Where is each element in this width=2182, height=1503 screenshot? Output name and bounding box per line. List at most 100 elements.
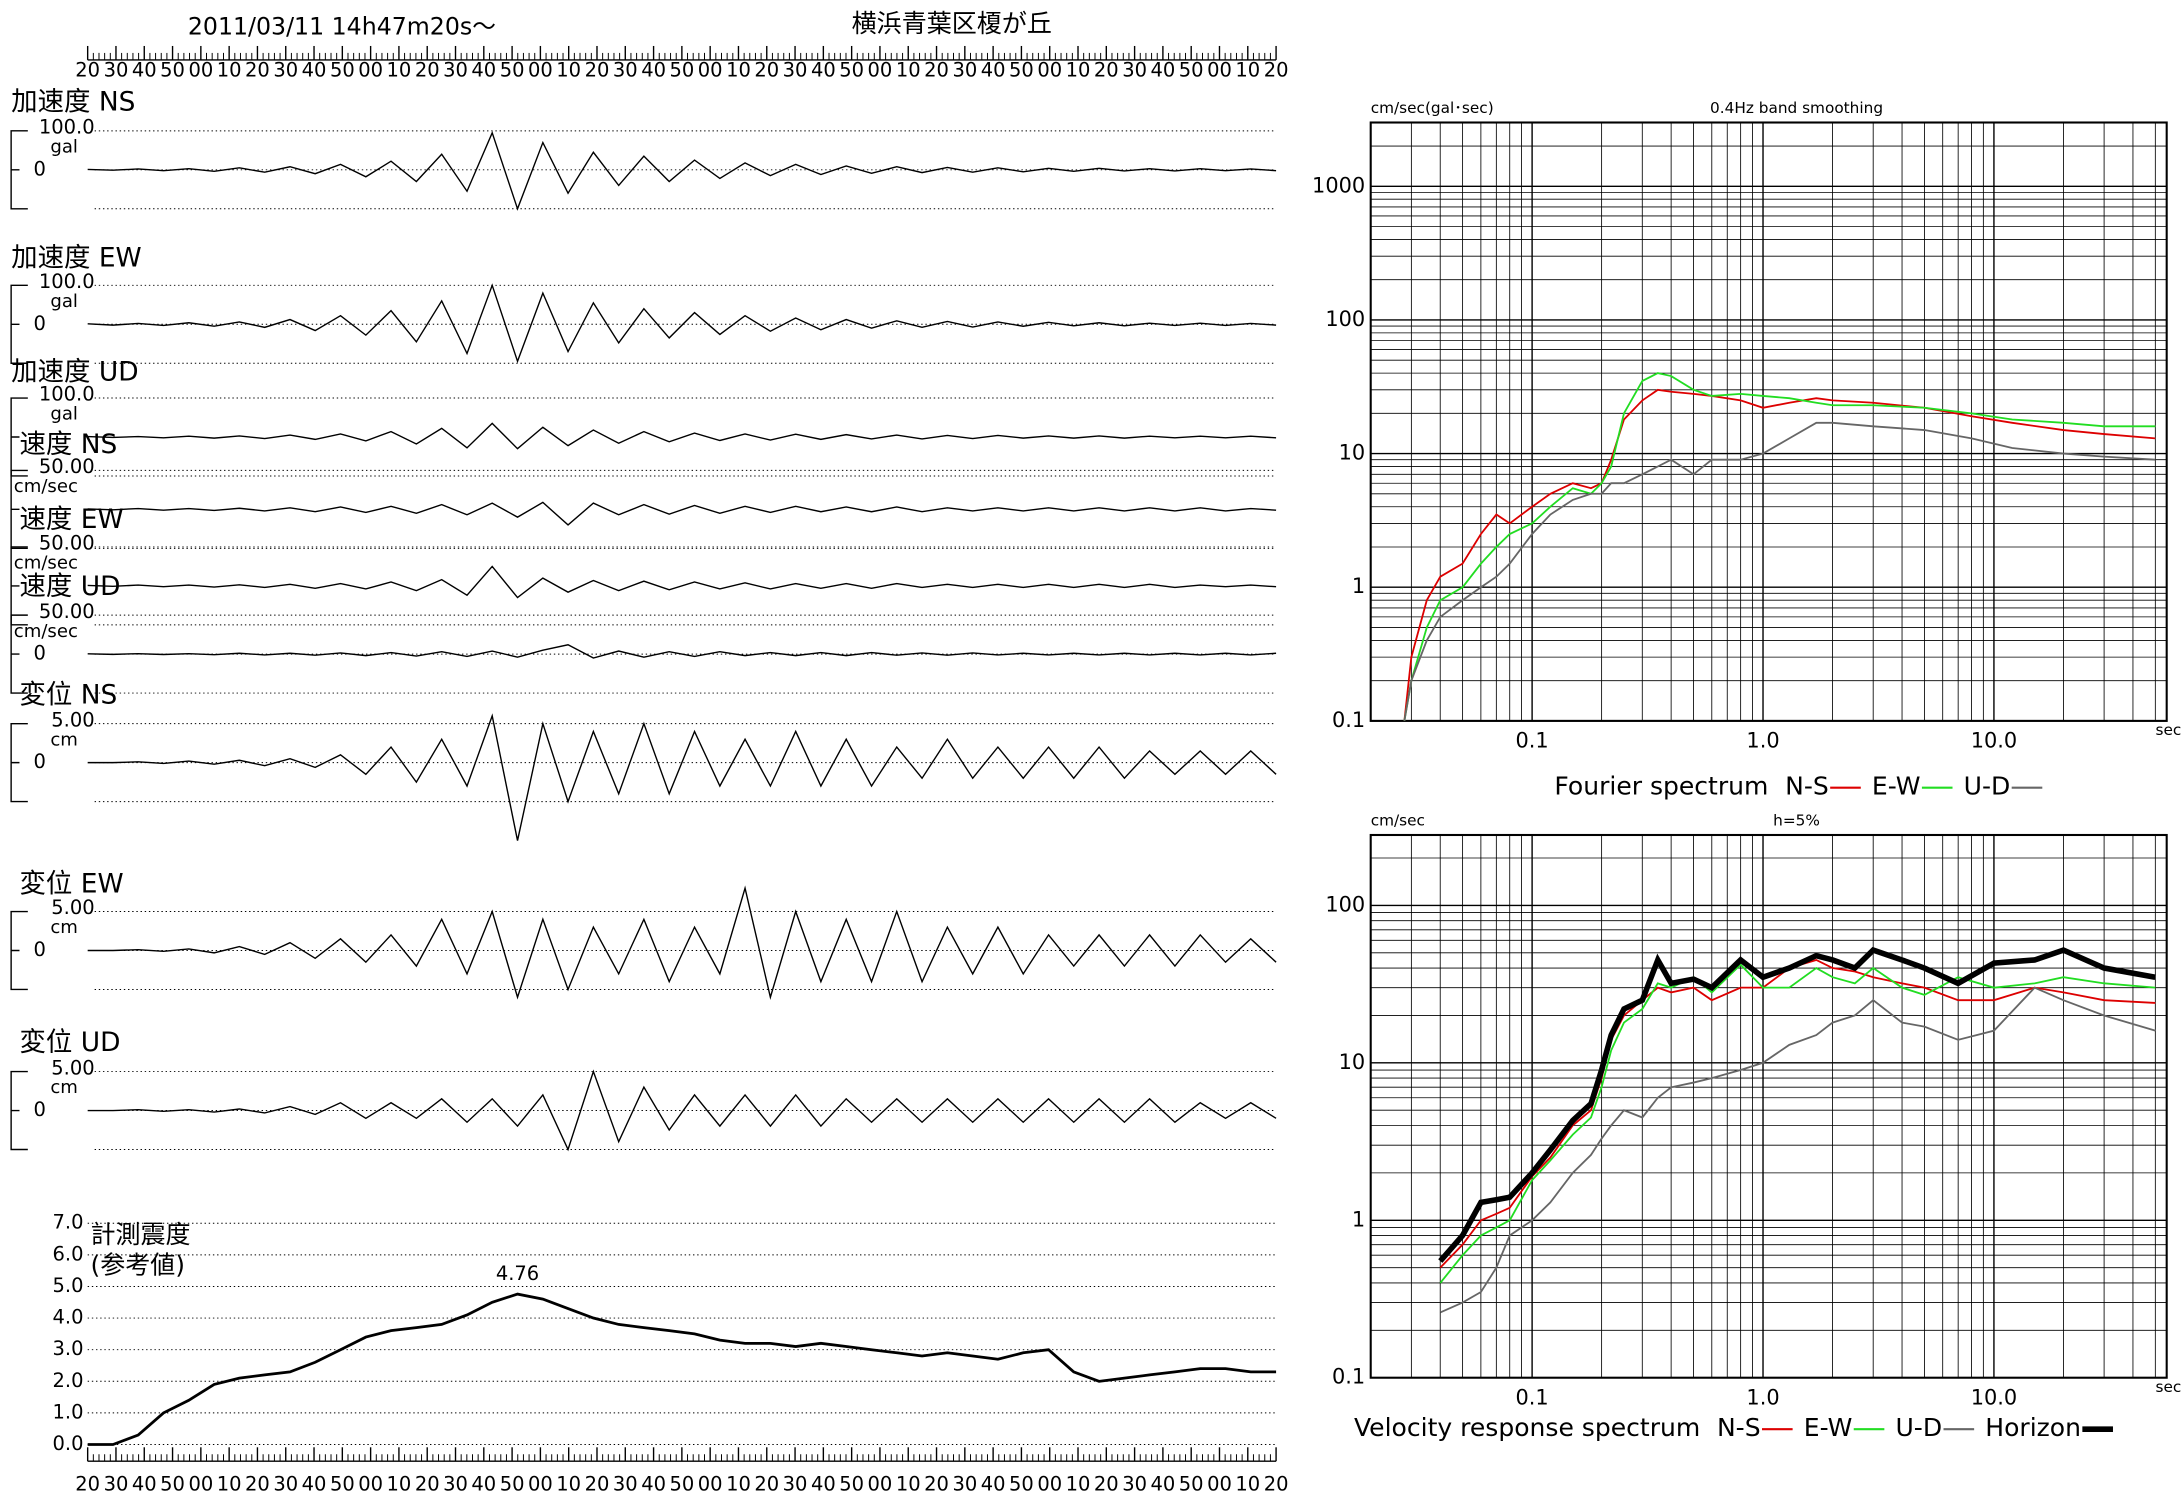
trace-bracket <box>10 469 28 550</box>
y-tick-label: 6.0 <box>53 1242 84 1265</box>
time-tick-label: 50 <box>669 59 694 82</box>
time-tick-label: 10 <box>1235 59 1260 82</box>
trace-unit: cm/sec <box>14 476 78 497</box>
time-tick-label: 10 <box>1066 59 1091 82</box>
trace-label: 加速度 EW <box>11 242 142 273</box>
waveform <box>87 422 1277 450</box>
time-tick-label: 00 <box>868 1472 893 1495</box>
time-tick-label: 50 <box>160 1472 185 1495</box>
time-tick-label: 10 <box>387 59 412 82</box>
trace-label: 変位 EW <box>19 869 123 900</box>
trace-label: 変位 NS <box>19 679 117 710</box>
y-tick-label: 0.0 <box>53 1432 84 1455</box>
time-tick-label: 00 <box>528 1472 553 1495</box>
time-tick-label: 40 <box>471 1472 496 1495</box>
y-axis-label: cm/sec(gal･sec) <box>1371 99 1494 117</box>
x-tick-label: 10.0 <box>1971 729 2017 753</box>
legend-label: N-S <box>1785 772 1829 801</box>
time-tick-label: 50 <box>500 1472 525 1495</box>
legend-label: U-D <box>1964 772 2011 801</box>
time-tick-label: 30 <box>1122 59 1147 82</box>
time-tick-label: 50 <box>669 1472 694 1495</box>
time-tick-label: 50 <box>839 1472 864 1495</box>
legend-label: E-W <box>1804 1413 1853 1442</box>
time-tick-label: 40 <box>302 59 327 82</box>
y-tick-label: 100 <box>1325 307 1365 331</box>
trace-unit: cm/sec <box>14 553 78 574</box>
time-tick-label: 10 <box>1235 1472 1260 1495</box>
time-tick-label: 00 <box>698 59 723 82</box>
waveform <box>87 1069 1277 1152</box>
y-tick-label: 7.0 <box>53 1211 84 1234</box>
y-tick-label: 0.1 <box>1332 1365 1365 1389</box>
time-tick-label: 40 <box>981 59 1006 82</box>
time-tick-label: 00 <box>188 1472 213 1495</box>
spectrum-line <box>1439 986 2156 1314</box>
y-axis-label: cm/sec <box>1371 812 1425 830</box>
time-tick-label: 10 <box>217 1472 242 1495</box>
y-tick-label: 100 <box>1325 892 1365 916</box>
trace-scale: 5.00 <box>51 1056 94 1079</box>
trace-zero: 0 <box>34 642 46 665</box>
trace-bracket <box>10 546 28 626</box>
trace-bracket <box>10 130 28 210</box>
time-tick-label: 00 <box>868 59 893 82</box>
plot-frame <box>1369 833 2168 1379</box>
time-tick-label: 50 <box>1179 59 1204 82</box>
trace-scale: 100.0 <box>39 270 95 293</box>
trace-unit: cm/sec <box>14 621 78 642</box>
waveform <box>87 501 1277 526</box>
waveform <box>87 885 1277 1000</box>
trace-bracket <box>10 284 28 364</box>
trace-unit: cm <box>50 729 78 750</box>
intensity-line <box>87 1292 1277 1446</box>
trace-label: 加速度 UD <box>11 356 138 387</box>
time-tick-label: 10 <box>387 1472 412 1495</box>
time-tick-label: 30 <box>104 1472 129 1495</box>
legend-label: E-W <box>1872 772 1921 801</box>
time-tick-label: 20 <box>245 1472 270 1495</box>
time-tick-label: 00 <box>1207 1472 1232 1495</box>
waveform <box>87 130 1277 211</box>
time-tick-label: 20 <box>924 1472 949 1495</box>
time-tick-label: 10 <box>726 59 751 82</box>
trace-label: 加速度 NS <box>11 87 135 118</box>
trace-label: 速度 EW <box>19 504 123 535</box>
time-tick-label: 50 <box>160 59 185 82</box>
trace-scale: 50.00 <box>39 455 95 478</box>
spectrum-line <box>1403 421 2156 722</box>
time-tick-label: 20 <box>1094 1472 1119 1495</box>
waveform <box>87 713 1277 841</box>
trace-bracket <box>10 1070 28 1151</box>
time-tick-label: 50 <box>500 59 525 82</box>
time-tick-label: 30 <box>443 1472 468 1495</box>
time-tick-label: 20 <box>585 59 610 82</box>
y-tick-label: 4.0 <box>53 1306 84 1329</box>
trace-unit: cm <box>50 917 78 938</box>
intensity-title: 計測震度 <box>90 1220 190 1249</box>
trace-zero: 0 <box>34 938 46 961</box>
time-tick-label: 00 <box>188 59 213 82</box>
time-tick-label: 30 <box>104 59 129 82</box>
waveform <box>87 565 1277 599</box>
time-tick-label: 30 <box>613 59 638 82</box>
time-tick-label: 40 <box>641 1472 666 1495</box>
time-tick-label: 40 <box>981 1472 1006 1495</box>
time-tick-label: 10 <box>556 1472 581 1495</box>
trace-zero: 0 <box>34 157 46 180</box>
trace-scale: 100.0 <box>39 116 95 139</box>
spectrum-line <box>1438 946 2156 1263</box>
trace-label: 変位 UD <box>19 1027 120 1058</box>
trace-bracket <box>10 722 28 803</box>
time-tick-label: 00 <box>1037 1472 1062 1495</box>
time-tick-label: 40 <box>811 1472 836 1495</box>
time-tick-label: 30 <box>952 59 977 82</box>
time-tick-label: 20 <box>754 1472 779 1495</box>
y-tick-label: 3.0 <box>53 1337 84 1360</box>
x-tick-label: 1.0 <box>1746 729 1779 753</box>
time-tick-label: 30 <box>443 59 468 82</box>
x-tick-label: 0.1 <box>1516 729 1549 753</box>
time-tick-label: 20 <box>75 59 100 82</box>
